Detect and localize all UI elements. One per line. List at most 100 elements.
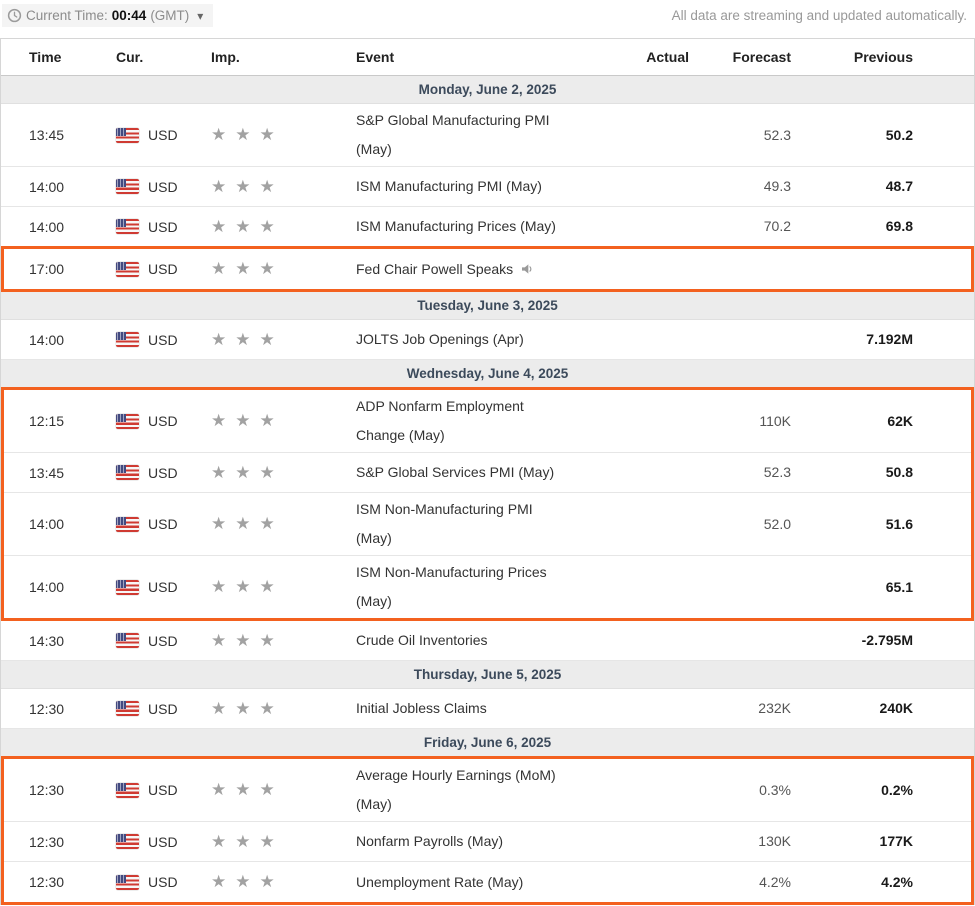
event-time: 14:00 bbox=[29, 331, 65, 348]
highlight-box: 17:00 USD ★ ★ ★ Fed Chair Powell Speaks bbox=[1, 246, 974, 292]
us-flag-icon bbox=[116, 127, 139, 143]
calendar-table: Time Cur. Imp. Event Actual Forecast Pre… bbox=[0, 38, 975, 905]
star-icon: ★ bbox=[235, 514, 251, 533]
star-icon: ★ bbox=[259, 514, 275, 533]
event-previous: 51.6 bbox=[885, 515, 913, 532]
currency-cell: USD bbox=[116, 782, 211, 798]
event-time: 12:30 bbox=[29, 833, 65, 850]
event-time: 17:00 bbox=[29, 261, 65, 277]
event-previous: 50.8 bbox=[885, 464, 913, 480]
event-row[interactable]: 14:00 USD ★ ★ ★ ISM Manufacturing Prices (May… bbox=[1, 207, 974, 247]
day-header: Friday, June 6, 2025 bbox=[1, 729, 974, 757]
event-previous: 177K bbox=[879, 833, 913, 849]
event-row[interactable]: 14:00 USD ★ ★ ★ ISM Manufacturing PMI (May) 49… bbox=[1, 167, 974, 207]
calendar-body: Monday, June 2, 2025 13:45 USD ★ ★ ★ S&P Globa… bbox=[1, 76, 974, 905]
event-forecast: 110K bbox=[759, 412, 791, 429]
timezone-label: (GMT) bbox=[150, 8, 190, 23]
importance-stars: ★ ★ ★ bbox=[211, 832, 356, 852]
col-actual: Actual bbox=[646, 49, 689, 65]
current-time-value: 00:44 bbox=[111, 8, 147, 23]
event-row[interactable]: 12:15 USD ★ ★ ★ ADP Nonfarm Employment Change… bbox=[4, 390, 971, 453]
star-icon: ★ bbox=[259, 125, 275, 144]
event-time: 12:30 bbox=[29, 874, 65, 890]
event-row[interactable]: 12:30 USD ★ ★ ★ Nonfarm Payrolls (May) 130K 177… bbox=[4, 822, 971, 862]
event-previous: 65.1 bbox=[885, 578, 913, 595]
currency-cell: USD bbox=[116, 874, 211, 890]
us-flag-icon bbox=[116, 219, 139, 234]
event-row[interactable]: 13:45 USD ★ ★ ★ S&P Global Services PMI (May)… bbox=[4, 453, 971, 493]
star-icon: ★ bbox=[259, 176, 275, 196]
event-row[interactable]: 12:30 USD ★ ★ ★ Unemployment Rate (May) 4.2% 4.… bbox=[4, 862, 971, 902]
star-icon: ★ bbox=[211, 630, 227, 650]
currency-cell: USD bbox=[116, 261, 211, 277]
event-name: Crude Oil Inventories bbox=[356, 632, 488, 648]
star-icon: ★ bbox=[235, 462, 251, 482]
event-row[interactable]: 14:00 USD ★ ★ ★ ISM Non-Manufacturing PMI (Ma… bbox=[4, 493, 971, 556]
event-previous: 62K bbox=[887, 412, 913, 429]
event-previous: 7.192M bbox=[866, 331, 913, 347]
star-icon: ★ bbox=[259, 216, 275, 236]
currency-code: USD bbox=[148, 218, 178, 235]
event-name-cell: S&P Global Services PMI (May) bbox=[356, 458, 599, 487]
event-forecast: 0.3% bbox=[759, 781, 791, 798]
star-icon: ★ bbox=[235, 411, 251, 430]
importance-stars: ★ ★ ★ bbox=[211, 259, 356, 279]
star-icon: ★ bbox=[259, 411, 275, 430]
event-name-cell: ISM Manufacturing PMI (May) bbox=[356, 172, 599, 201]
star-icon: ★ bbox=[211, 872, 227, 891]
event-name: Average Hourly Earnings (MoM) (May) bbox=[356, 767, 556, 812]
event-row[interactable]: 12:30 USD ★ ★ ★ Average Hourly Earnings (MoM)… bbox=[4, 759, 971, 822]
highlight-box: 12:30 USD ★ ★ ★ Average Hourly Earnings (MoM)… bbox=[1, 756, 974, 905]
event-row[interactable]: 12:30 USD ★ ★ ★ Initial Jobless Claims 232K 240… bbox=[1, 689, 974, 729]
importance-stars: ★ ★ ★ bbox=[211, 631, 356, 651]
speaker-icon[interactable] bbox=[520, 261, 536, 277]
event-name-cell: Fed Chair Powell Speaks bbox=[356, 255, 599, 284]
star-icon: ★ bbox=[259, 698, 275, 718]
currency-cell: USD bbox=[116, 413, 211, 429]
event-name: ISM Non-Manufacturing Prices (May) bbox=[356, 564, 547, 609]
event-row[interactable]: 14:00 USD ★ ★ ★ ISM Non-Manufacturing Prices … bbox=[4, 556, 971, 618]
star-icon: ★ bbox=[259, 259, 275, 278]
event-name: S&P Global Services PMI (May) bbox=[356, 464, 555, 480]
currency-code: USD bbox=[148, 331, 178, 348]
us-flag-icon bbox=[116, 701, 139, 716]
event-name: Initial Jobless Claims bbox=[356, 700, 487, 716]
star-icon: ★ bbox=[211, 259, 227, 278]
star-icon: ★ bbox=[235, 831, 251, 851]
us-flag-icon bbox=[116, 261, 139, 277]
chevron-down-icon[interactable]: ▾ bbox=[197, 8, 204, 23]
star-icon: ★ bbox=[259, 780, 275, 799]
event-row[interactable]: 14:00 USD ★ ★ ★ JOLTS Job Openings (Apr) 7.192… bbox=[1, 320, 974, 360]
event-forecast: 70.2 bbox=[763, 218, 791, 234]
importance-stars: ★ ★ ★ bbox=[211, 872, 356, 892]
star-icon: ★ bbox=[235, 259, 251, 278]
col-forecast: Forecast bbox=[732, 49, 791, 65]
event-row[interactable]: 14:30 USD ★ ★ ★ Crude Oil Inventories -2.795M bbox=[1, 621, 974, 661]
currency-code: USD bbox=[148, 413, 178, 429]
star-icon: ★ bbox=[211, 698, 227, 718]
currency-cell: USD bbox=[116, 516, 211, 532]
star-icon: ★ bbox=[211, 216, 227, 236]
currency-code: USD bbox=[148, 178, 178, 195]
currency-code: USD bbox=[148, 782, 178, 798]
star-icon: ★ bbox=[235, 125, 251, 144]
importance-stars: ★ ★ ★ bbox=[211, 780, 356, 800]
event-time: 14:00 bbox=[29, 579, 65, 595]
timezone-selector[interactable]: Current Time: 00:44 (GMT) ▾ bbox=[2, 4, 214, 27]
event-row[interactable]: 17:00 USD ★ ★ ★ Fed Chair Powell Speaks bbox=[4, 249, 971, 289]
importance-stars: ★ ★ ★ bbox=[211, 411, 356, 431]
event-previous: 240K bbox=[879, 700, 913, 716]
star-icon: ★ bbox=[235, 329, 251, 349]
importance-stars: ★ ★ ★ bbox=[211, 577, 356, 597]
clock-icon bbox=[7, 8, 22, 23]
event-previous: -2.795M bbox=[861, 632, 913, 648]
currency-cell: USD bbox=[116, 701, 211, 717]
currency-cell: USD bbox=[116, 579, 211, 595]
currency-cell: USD bbox=[116, 179, 211, 195]
event-name-cell: Crude Oil Inventories bbox=[356, 626, 599, 655]
importance-stars: ★ ★ ★ bbox=[211, 699, 356, 719]
star-icon: ★ bbox=[259, 577, 275, 596]
star-icon: ★ bbox=[235, 577, 251, 596]
event-name-cell: S&P Global Manufacturing PMI (May) bbox=[356, 106, 599, 164]
event-row[interactable]: 13:45 USD ★ ★ ★ S&P Global Manufacturing PMI … bbox=[1, 104, 974, 167]
